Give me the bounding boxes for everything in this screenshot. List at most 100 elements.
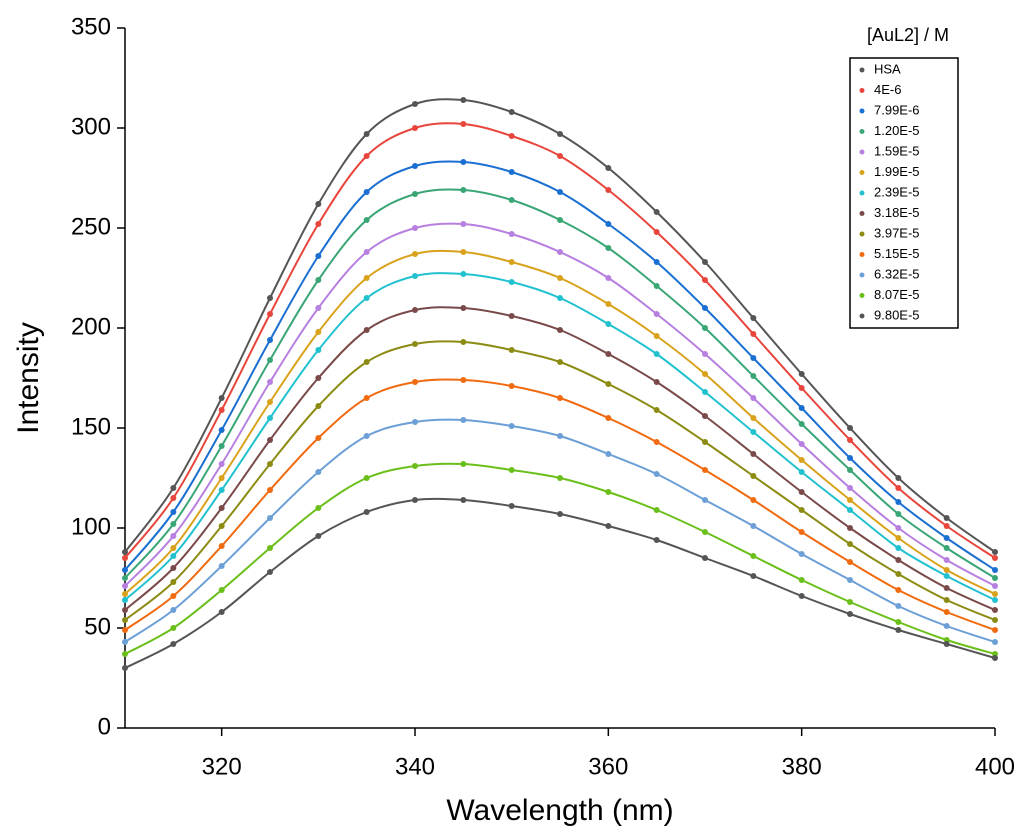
- data-point: [798, 405, 805, 411]
- legend-marker: [859, 252, 865, 257]
- data-point: [267, 295, 273, 301]
- data-point: [363, 433, 370, 439]
- data-point: [267, 515, 273, 521]
- data-point: [122, 651, 128, 657]
- data-point: [943, 515, 950, 521]
- data-point: [943, 573, 950, 579]
- data-point: [122, 607, 128, 613]
- y-tick-label: 300: [71, 113, 111, 140]
- data-point: [170, 593, 177, 599]
- data-point: [508, 467, 515, 473]
- data-point: [847, 541, 853, 547]
- data-point: [170, 565, 177, 571]
- data-point: [750, 523, 757, 529]
- data-point: [267, 311, 273, 317]
- data-point: [992, 567, 998, 573]
- data-point: [605, 451, 612, 457]
- data-point: [218, 523, 225, 529]
- y-axis-title: Intensity: [12, 322, 45, 434]
- data-point: [992, 597, 998, 603]
- data-point: [122, 617, 128, 623]
- data-point: [847, 485, 853, 491]
- data-point: [798, 551, 805, 557]
- data-point: [363, 131, 370, 137]
- data-point: [508, 231, 515, 237]
- data-point: [122, 549, 128, 555]
- data-point: [460, 377, 467, 383]
- data-point: [122, 591, 128, 597]
- data-point: [605, 187, 612, 193]
- data-point: [460, 187, 467, 193]
- data-point: [170, 545, 177, 551]
- data-point: [895, 535, 902, 541]
- data-point: [267, 415, 273, 421]
- data-point: [460, 339, 467, 345]
- data-point: [992, 655, 998, 661]
- data-point: [557, 275, 563, 281]
- data-point: [847, 497, 853, 503]
- data-point: [363, 217, 370, 223]
- x-tick-label: 340: [395, 753, 435, 780]
- legend-label: 3.18E-5: [874, 205, 920, 220]
- data-point: [267, 569, 273, 575]
- data-point: [315, 221, 322, 227]
- data-point: [702, 413, 708, 419]
- data-point: [943, 545, 950, 551]
- data-point: [798, 577, 805, 583]
- data-point: [750, 331, 757, 337]
- data-point: [847, 577, 853, 583]
- data-point: [315, 533, 322, 539]
- data-point: [460, 249, 467, 255]
- data-point: [460, 271, 467, 277]
- y-tick-label: 0: [98, 713, 111, 740]
- data-point: [363, 509, 370, 515]
- data-point: [895, 499, 902, 505]
- y-tick-label: 250: [71, 213, 111, 240]
- data-point: [170, 485, 177, 491]
- legend-marker: [859, 88, 865, 93]
- data-point: [557, 217, 563, 223]
- data-point: [702, 439, 708, 445]
- data-point: [315, 469, 322, 475]
- x-tick-label: 360: [588, 753, 628, 780]
- data-point: [363, 359, 370, 365]
- data-point: [653, 259, 660, 265]
- data-point: [847, 437, 853, 443]
- legend-label: 8.07E-5: [874, 287, 920, 302]
- data-point: [702, 555, 708, 561]
- data-point: [750, 573, 757, 579]
- legend-marker: [859, 190, 865, 196]
- data-point: [363, 153, 370, 159]
- data-point: [895, 619, 902, 625]
- data-point: [750, 553, 757, 559]
- data-point: [363, 249, 370, 255]
- data-point: [798, 489, 805, 495]
- data-point: [508, 347, 515, 353]
- data-point: [508, 279, 515, 285]
- data-point: [315, 505, 322, 511]
- data-point: [847, 611, 853, 617]
- data-point: [895, 603, 902, 609]
- legend-label: 3.97E-5: [874, 225, 920, 240]
- data-point: [460, 159, 467, 165]
- data-point: [750, 497, 757, 503]
- data-point: [557, 395, 563, 401]
- data-point: [170, 641, 177, 647]
- data-point: [750, 373, 757, 379]
- data-point: [460, 221, 467, 227]
- data-point: [267, 487, 273, 493]
- data-point: [992, 583, 998, 589]
- legend-marker: [859, 170, 865, 175]
- data-point: [557, 327, 563, 333]
- data-point: [605, 351, 612, 357]
- data-point: [460, 417, 467, 423]
- data-point: [170, 509, 177, 515]
- data-point: [363, 295, 370, 301]
- y-tick-label: 350: [71, 13, 111, 40]
- data-point: [170, 533, 177, 539]
- data-point: [653, 311, 660, 317]
- data-point: [122, 627, 128, 633]
- legend-marker: [859, 211, 865, 216]
- data-point: [992, 627, 998, 633]
